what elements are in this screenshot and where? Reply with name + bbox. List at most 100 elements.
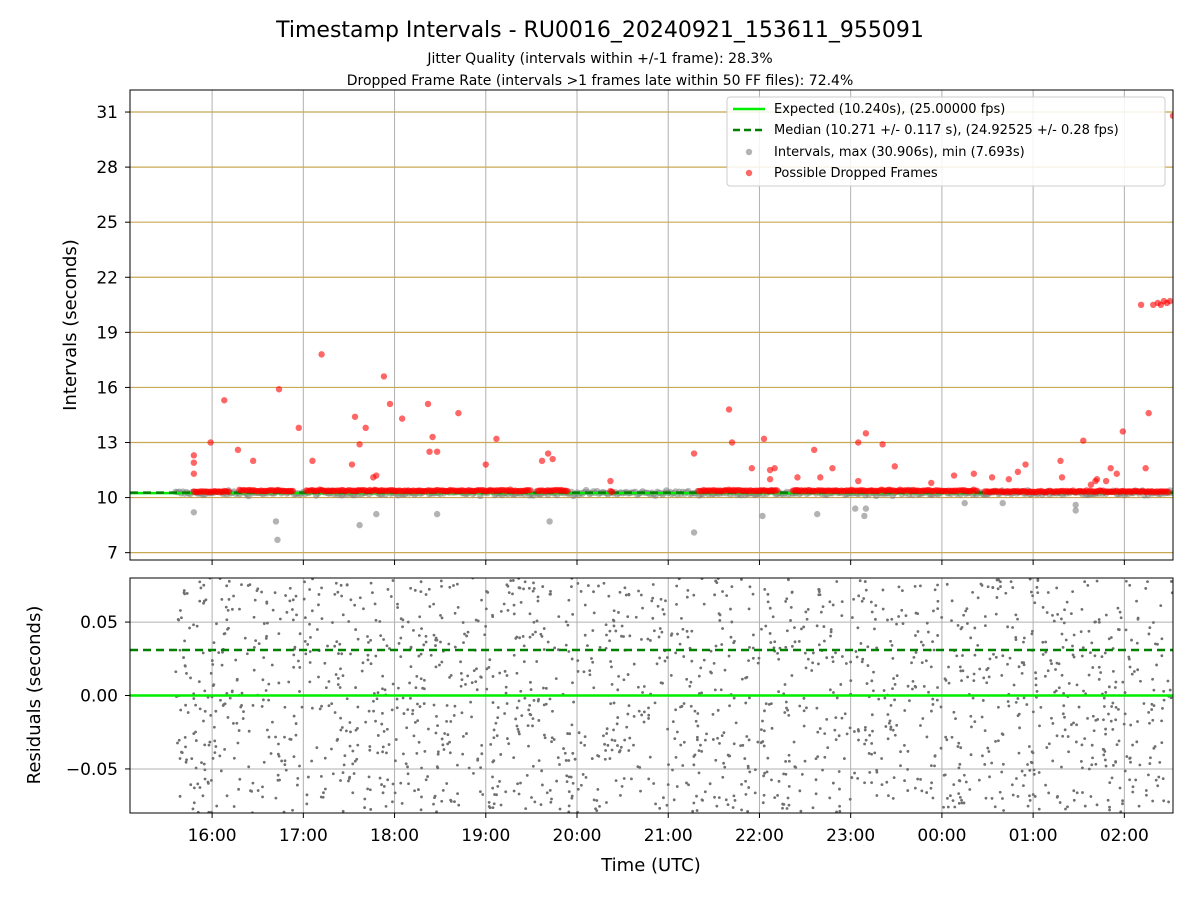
residual-point — [409, 586, 412, 590]
residual-point — [814, 792, 818, 796]
residual-point — [751, 646, 755, 650]
residual-point — [366, 635, 369, 638]
residual-point — [931, 796, 935, 800]
residual-point — [659, 597, 663, 601]
residual-point — [356, 637, 360, 641]
residual-point — [1087, 767, 1091, 771]
residual-point — [351, 749, 355, 753]
residual-point — [408, 681, 411, 685]
residual-point — [690, 629, 694, 633]
residual-point — [1049, 659, 1053, 662]
residual-point — [1014, 635, 1018, 639]
residual-point — [409, 665, 413, 669]
residual-point — [614, 779, 618, 783]
residual-point — [777, 779, 781, 783]
residual-point — [870, 742, 874, 745]
residual-point — [886, 618, 889, 622]
residual-point — [609, 660, 613, 663]
residual-point — [399, 636, 403, 640]
residual-point — [958, 762, 962, 766]
residual-point — [689, 680, 693, 684]
residual-point — [201, 651, 205, 655]
residual-point — [1008, 656, 1012, 660]
residual-point — [1001, 797, 1004, 800]
residual-point — [356, 705, 360, 709]
residual-point — [453, 645, 457, 649]
residual-point — [950, 735, 954, 739]
residual-point — [449, 674, 453, 677]
residual-point — [763, 587, 767, 591]
residual-point — [993, 805, 997, 809]
residual-point — [503, 712, 507, 715]
residual-point — [225, 584, 229, 588]
dropped-frame-point — [549, 455, 556, 463]
residual-point — [336, 590, 340, 594]
residual-point — [1109, 719, 1113, 723]
residual-point — [341, 613, 345, 617]
residual-point — [298, 665, 302, 669]
residual-point — [1017, 751, 1021, 755]
residual-point — [651, 616, 655, 620]
residual-point — [1028, 768, 1032, 772]
residual-point — [954, 717, 957, 721]
legend-dropped-label: Possible Dropped Frames — [774, 166, 938, 181]
residual-point — [798, 704, 802, 708]
interval-outlier-point — [1072, 507, 1079, 514]
residual-point — [1061, 645, 1065, 649]
residual-point — [991, 586, 995, 589]
residual-point — [1080, 743, 1084, 747]
residual-point — [853, 771, 856, 775]
residual-point — [247, 765, 251, 769]
residual-point — [511, 579, 515, 582]
legend-intervals-label: Intervals, max (30.906s), min (7.693s) — [774, 145, 1025, 160]
residual-point — [428, 605, 432, 608]
residual-point — [781, 806, 784, 810]
residual-point — [681, 764, 685, 767]
residual-point — [892, 677, 896, 680]
residual-point — [445, 782, 449, 785]
residual-point — [489, 743, 493, 746]
residual-point — [363, 806, 367, 809]
residual-point — [838, 787, 841, 791]
residual-point — [816, 730, 820, 734]
residual-point — [870, 752, 873, 756]
residual-point — [961, 669, 965, 673]
residual-point — [550, 797, 553, 801]
residual-point — [592, 611, 596, 615]
residual-point — [182, 656, 185, 659]
residual-point — [609, 702, 613, 706]
residual-point — [895, 622, 898, 626]
residual-point — [690, 659, 694, 663]
residual-point — [784, 700, 788, 704]
residual-point — [521, 634, 525, 638]
residual-point — [1147, 710, 1151, 714]
residual-point — [409, 696, 412, 700]
residual-point — [671, 720, 675, 724]
residual-point — [472, 771, 475, 775]
residual-point — [1083, 804, 1087, 808]
residual-point — [441, 788, 445, 792]
residual-point — [1041, 640, 1045, 644]
dropped-frame-point — [221, 397, 228, 404]
residual-point — [1103, 758, 1107, 762]
interval-outlier-point — [356, 521, 363, 529]
residual-point — [1082, 689, 1085, 693]
residual-point — [746, 809, 750, 813]
residual-point — [811, 661, 815, 665]
residual-point — [986, 746, 990, 750]
residual-point — [874, 617, 877, 621]
residual-point — [375, 697, 379, 701]
residual-point — [487, 665, 491, 669]
residual-point — [697, 749, 701, 753]
residual-point — [355, 757, 359, 761]
residual-point — [1147, 773, 1150, 777]
residual-point — [348, 721, 352, 724]
residual-point — [399, 781, 403, 785]
residual-point — [1114, 718, 1118, 722]
residual-point — [385, 644, 389, 648]
residual-point — [1047, 742, 1051, 746]
residual-point — [339, 667, 342, 671]
residual-point — [891, 687, 894, 691]
residual-point — [305, 802, 309, 806]
residual-point — [904, 614, 908, 618]
